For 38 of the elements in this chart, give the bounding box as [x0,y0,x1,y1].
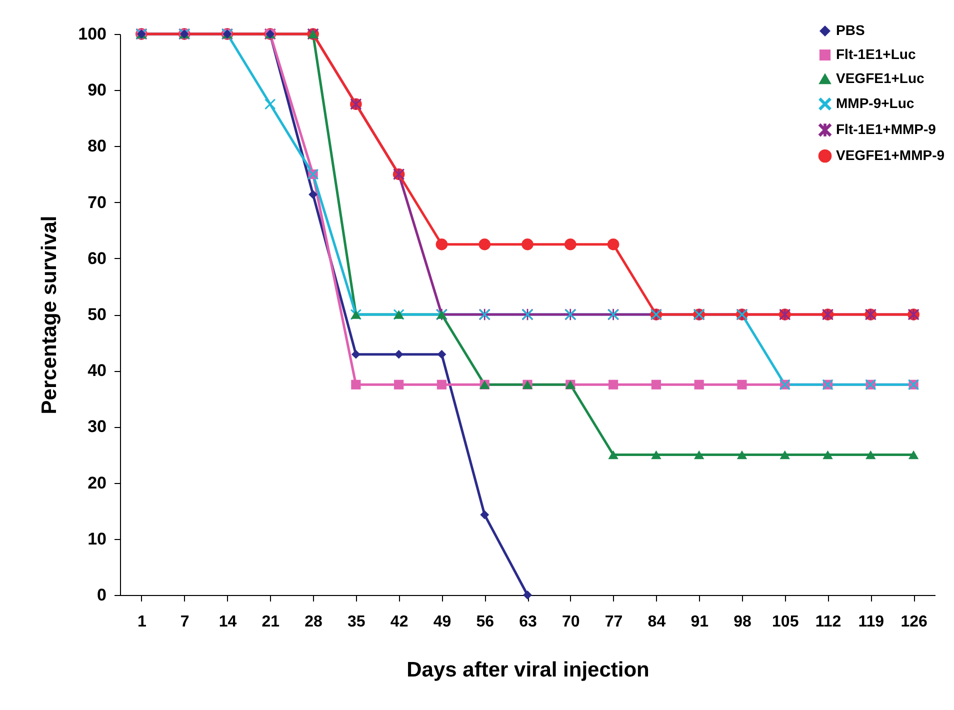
x-tick-label: 98 [734,614,752,630]
y-tick-label: 20 [88,473,106,492]
x-tick-label: 35 [348,614,366,630]
legend-label: PBS [836,22,865,38]
x-tick-label: 63 [519,614,537,630]
legend-label: MMP-9+Luc [836,95,914,111]
x-tick-label: 49 [433,614,452,630]
y-tick-label: 60 [88,248,106,268]
x-tick-label: 56 [476,614,494,630]
x-tick-label: 28 [304,614,323,630]
y-tick-label: 80 [88,136,106,156]
y-tick-label: 30 [88,417,106,436]
y-tick-label: 90 [88,80,106,100]
x-tick-label: 7 [180,614,190,630]
legend-label: VEGFE1+MMP-9 [836,147,945,163]
x-tick-label: 14 [218,614,237,630]
y-tick-label: 10 [88,529,106,548]
x-tick-label: 91 [690,614,709,630]
legend-label: VEGFE1+Luc [836,70,925,86]
y-tick-label: 100 [78,24,106,44]
x-tick-label: 21 [262,614,280,630]
x-tick-label: 112 [815,614,842,630]
legend-label: Flt-1E1+MMP-9 [836,121,936,137]
x-tick-label: 77 [604,614,623,630]
y-tick-label: 0 [97,586,106,604]
legend-label: Flt-1E1+Luc [836,46,916,62]
x-tick-label: 70 [562,614,580,630]
x-tick-label: 126 [900,614,928,630]
y-tick-label: 40 [88,361,106,380]
y-tick-label: 70 [88,192,106,212]
x-tick-label: 84 [648,614,666,630]
y-axis-title: Percentage survival [38,216,62,414]
x-axis-title: Days after viral injection [406,658,650,682]
x-tick-label: 1 [137,614,146,630]
x-tick-label: 42 [390,614,408,630]
y-tick-label: 50 [88,305,106,324]
x-tick-label: 105 [772,614,799,630]
x-tick-label: 119 [858,614,884,630]
